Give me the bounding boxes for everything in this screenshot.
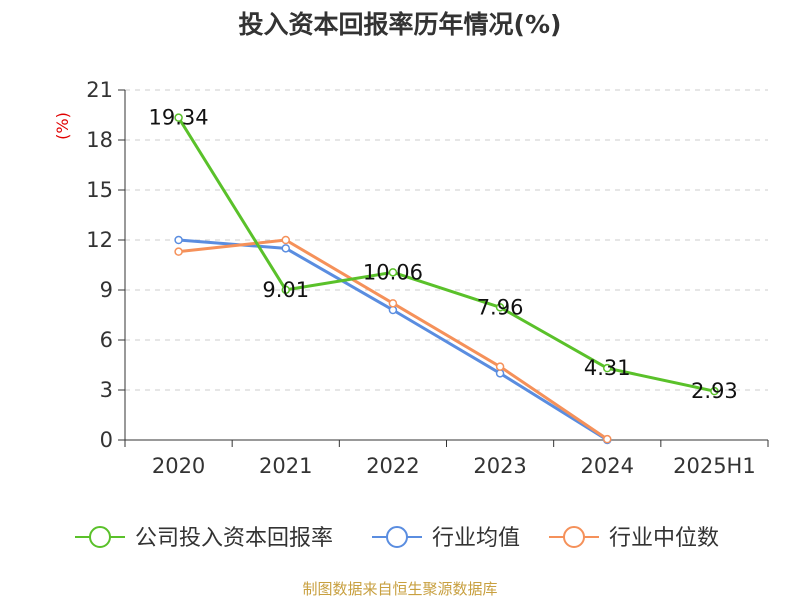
series-line-0 [179,118,715,392]
series-point-2 [497,363,504,370]
y-tick-label: 3 [100,378,113,402]
legend-swatch-marker [387,527,407,547]
legend[interactable]: 公司投入资本回报率 行业均值 行业中位数 [75,526,719,551]
grid-lines [125,90,768,390]
data-labels: 19.34 9.01 10.06 7.96 4.31 2.93 [149,106,738,404]
series-point-2 [175,248,182,255]
legend-item-0[interactable]: 公司投入资本回报率 [75,526,333,551]
series-point-1 [175,237,182,244]
data-label: 9.01 [262,278,309,302]
legend-item-1[interactable]: 行业均值 [372,526,520,551]
x-tick-label: 2024 [581,454,634,478]
legend-swatch-marker [90,527,110,547]
source-note: 制图数据来自恒生聚源数据库 [302,580,497,598]
x-tick-label: 2023 [473,454,526,478]
data-label: 19.34 [149,106,209,130]
legend-label: 公司投入资本回报率 [135,526,333,551]
y-tick-label: 18 [86,128,113,152]
x-tick-label: 2020 [152,454,205,478]
x-tick-label: 2025H1 [673,454,756,478]
y-tick-label: 0 [100,428,113,452]
data-label: 4.31 [584,356,631,380]
data-label: 7.96 [477,295,524,319]
legend-label: 行业均值 [432,526,520,551]
data-label: 10.06 [363,260,423,284]
legend-item-2[interactable]: 行业中位数 [549,526,719,551]
y-tick-label: 9 [100,278,113,302]
x-tick-label: 2022 [366,454,419,478]
y-tick-label: 15 [86,178,113,202]
data-label: 2.93 [691,379,738,403]
legend-swatch-marker [564,527,584,547]
series-point-2 [389,300,396,307]
series-point-2 [604,436,611,443]
series-point-1 [282,245,289,252]
axes: 0 3 6 9 12 15 18 21 2020 2021 2022 2023 2024 2025H1 [86,78,768,478]
y-tick-label: 12 [86,228,113,252]
legend-label: 行业中位数 [609,526,719,551]
y-axis-unit: (%) [53,112,72,140]
series-layer [175,114,718,443]
x-tick-label: 2021 [259,454,312,478]
series-point-2 [282,237,289,244]
chart-title: 投入资本回报率历年情况(%) [239,10,562,39]
y-tick-label: 6 [100,328,113,352]
y-tick-label: 21 [86,78,113,102]
